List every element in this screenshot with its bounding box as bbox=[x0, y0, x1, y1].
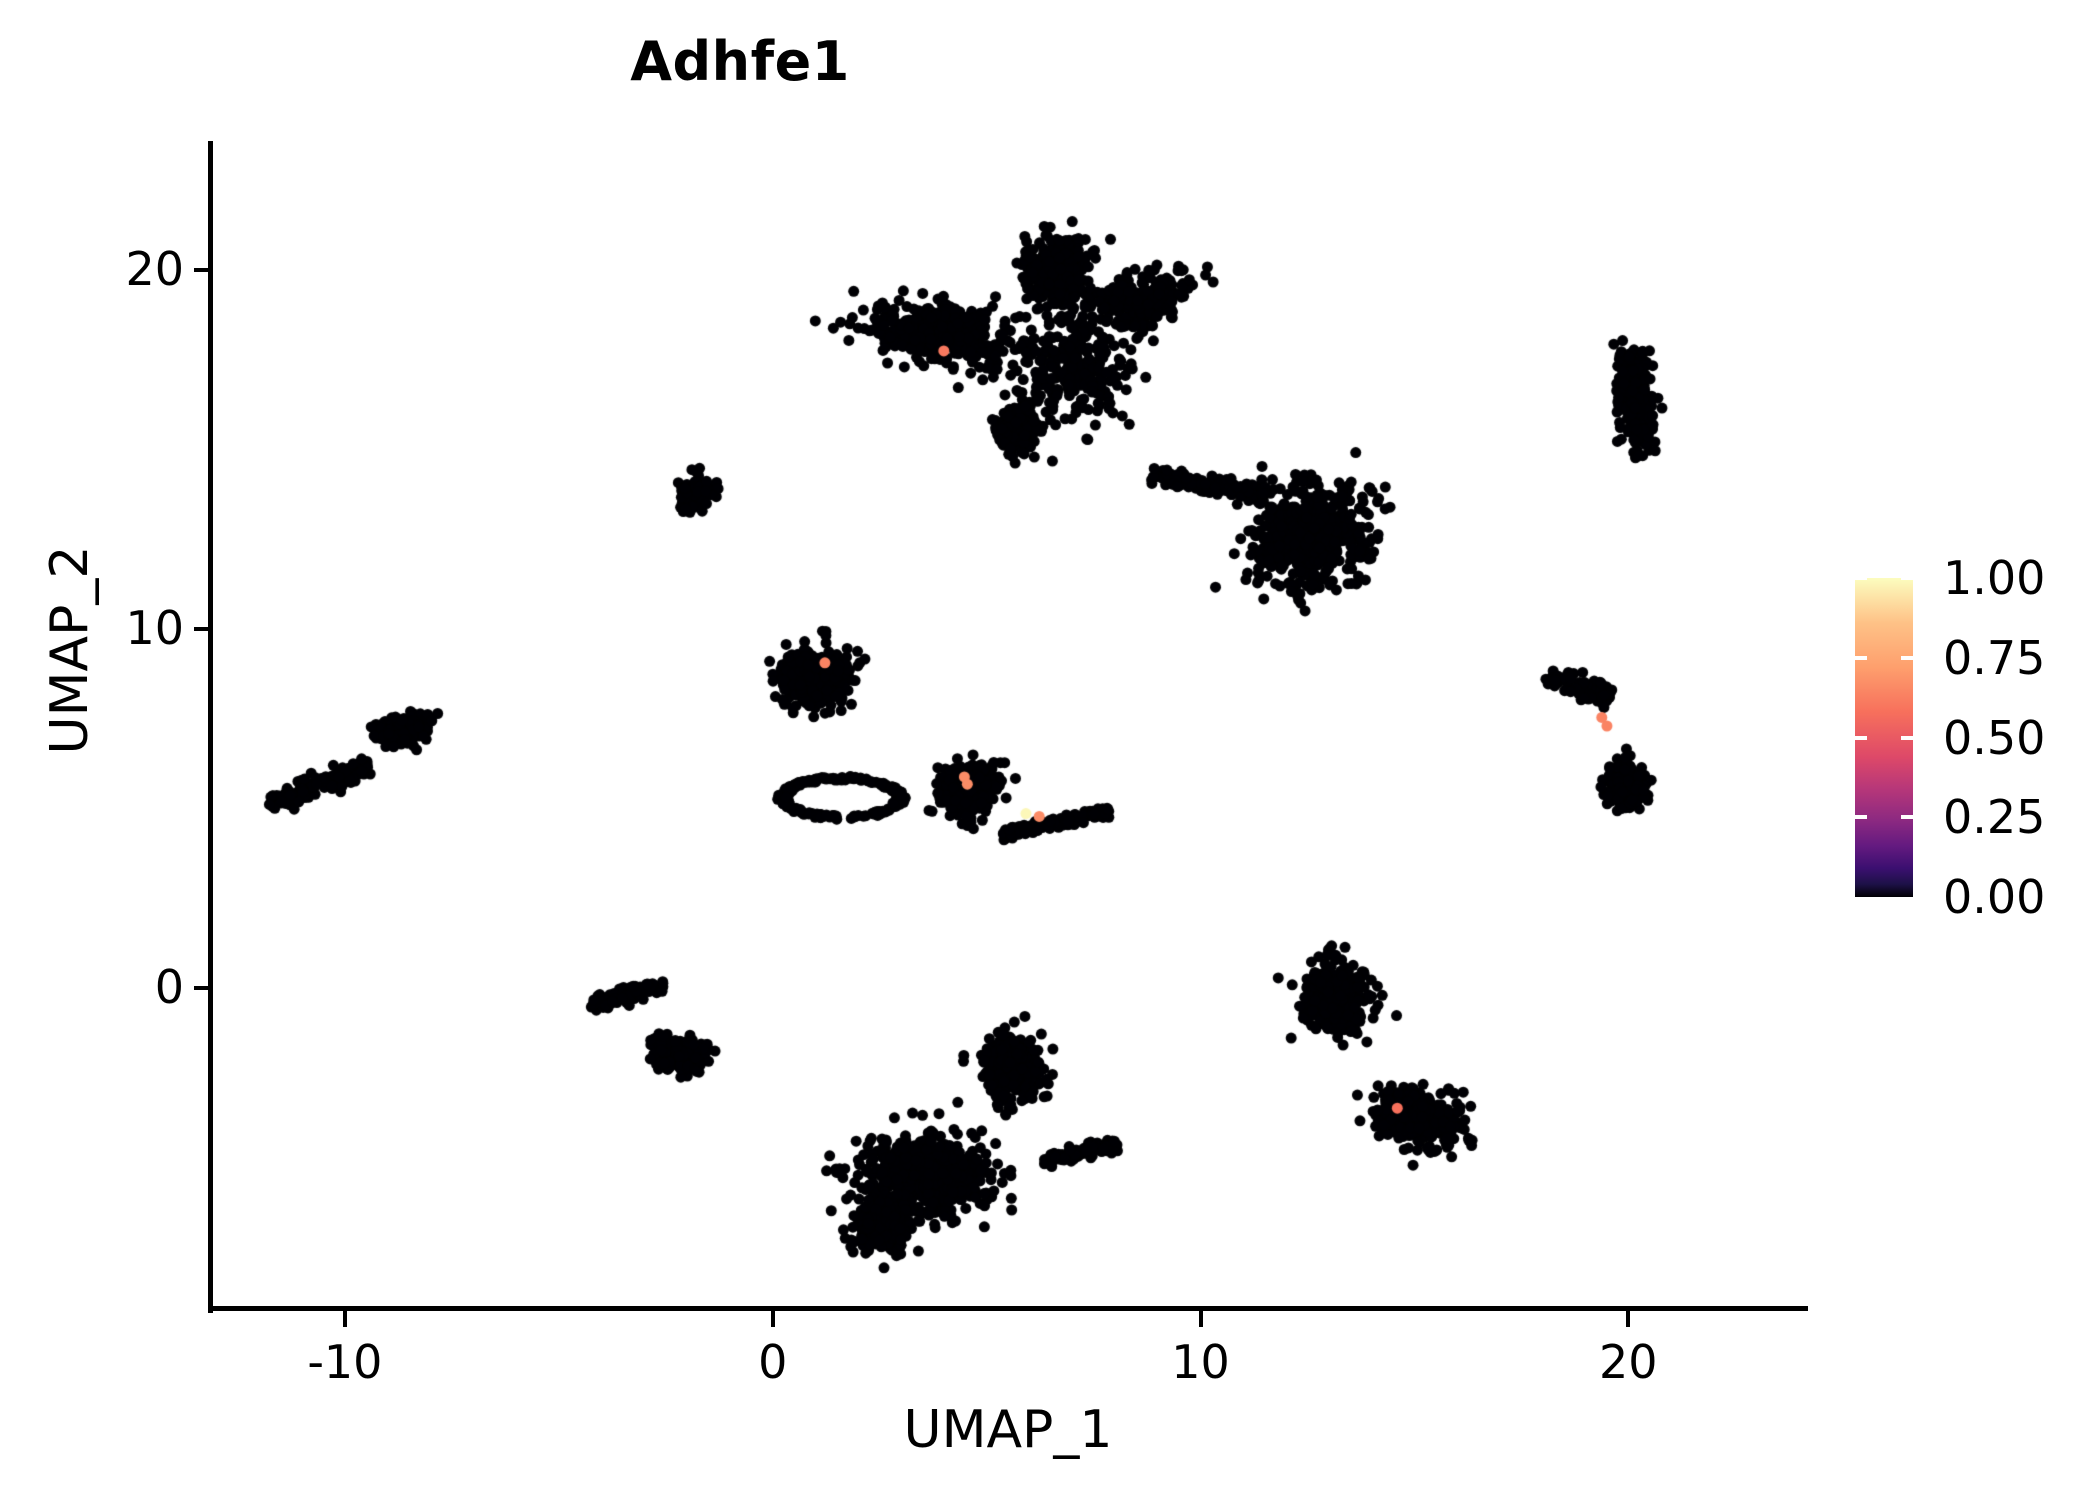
colorbar-tick-label: 0.75 bbox=[1943, 630, 2046, 685]
colorbar-tick-mark bbox=[1855, 735, 1913, 740]
x-tick-label: 0 bbox=[758, 1335, 788, 1389]
scatter-canvas bbox=[208, 141, 1808, 1311]
colorbar-tick-label: 0.25 bbox=[1943, 790, 2046, 845]
plot-axes: 0 10 20 -10 0 10 20 bbox=[125, 141, 1808, 1389]
x-tick-mark bbox=[1626, 1311, 1631, 1327]
x-tick-label: -10 bbox=[307, 1335, 383, 1389]
y-tick-mark bbox=[194, 985, 208, 990]
y-tick-mark bbox=[194, 268, 208, 273]
colorbar-tick-mark bbox=[1855, 576, 1913, 580]
x-tick-mark bbox=[342, 1311, 347, 1327]
colorbar-tick-label: 0.50 bbox=[1943, 710, 2046, 765]
colorbar-tick-label: 0.00 bbox=[1943, 870, 2046, 924]
x-tick-label: 10 bbox=[1171, 1335, 1230, 1389]
page-title: Adhfe1 bbox=[630, 30, 850, 93]
colorbar-tick-mark bbox=[1855, 655, 1913, 660]
x-tick-mark bbox=[770, 1311, 775, 1327]
y-tick-label: 10 bbox=[125, 601, 184, 656]
y-axis-label: UMAP_2 bbox=[40, 545, 100, 755]
colorbar-tick-label: 1.00 bbox=[1943, 551, 2046, 605]
x-tick-mark bbox=[1198, 1311, 1203, 1327]
y-tick-label: 20 bbox=[125, 242, 184, 297]
y-tick-label: 0 bbox=[154, 959, 184, 1014]
colorbar-tick-mark bbox=[1855, 815, 1913, 820]
x-axis-label: UMAP_1 bbox=[903, 1400, 1113, 1460]
scatter-points-layer bbox=[208, 141, 1808, 1311]
x-tick-label: 20 bbox=[1599, 1335, 1658, 1389]
y-tick-mark bbox=[194, 627, 208, 632]
